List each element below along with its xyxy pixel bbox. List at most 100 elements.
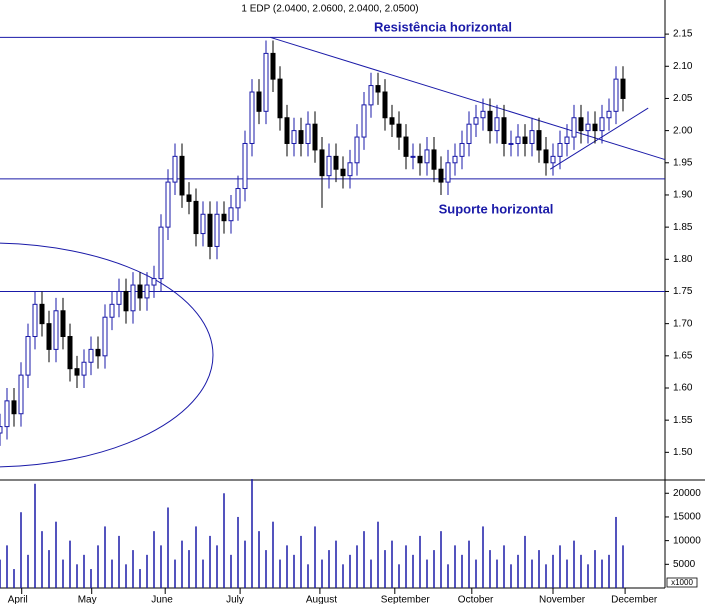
candle-body — [606, 110, 612, 119]
candle-body — [396, 123, 402, 138]
candle-body — [270, 52, 276, 80]
y-tick-label: 1.90 — [673, 190, 693, 201]
y2-tick-label: 20000 — [673, 488, 701, 499]
candle-body — [207, 213, 213, 247]
x-tick-label: September — [381, 595, 431, 604]
candle-body — [501, 117, 507, 144]
y-tick-label: 1.60 — [673, 383, 693, 394]
candle-body — [186, 194, 192, 202]
candle-body — [291, 130, 297, 144]
candle-body — [263, 52, 269, 112]
candle-body — [53, 310, 59, 350]
candle-body — [214, 213, 220, 247]
candle-body — [466, 123, 472, 144]
candle-body — [375, 85, 381, 93]
candle-body — [410, 155, 416, 158]
y-tick-label: 1.70 — [673, 318, 693, 329]
candle-body — [354, 136, 360, 164]
candle-body — [228, 207, 234, 222]
y-tick-label: 1.75 — [673, 286, 693, 297]
candle-body — [249, 91, 255, 144]
candle-body — [361, 104, 367, 138]
candle-body — [599, 117, 605, 132]
candle-body — [60, 310, 66, 338]
candle-body — [459, 142, 465, 157]
candle-body — [445, 162, 451, 183]
chart-title: 1 EDP (2.0400, 2.0600, 2.0400, 2.0500) — [241, 4, 418, 15]
y2-tick-label: 5000 — [673, 559, 696, 570]
candle-body — [284, 117, 290, 144]
candle-body — [522, 136, 528, 144]
candle-body — [452, 155, 458, 164]
y-tick-label: 2.00 — [673, 125, 693, 136]
x-tick-label: October — [458, 595, 494, 604]
x-tick-label: May — [78, 595, 97, 604]
candle-body — [193, 200, 199, 235]
candle-body — [144, 284, 150, 299]
candle-body — [571, 117, 577, 138]
candle-body — [179, 155, 185, 196]
candle-body — [312, 123, 318, 151]
x-tick-label: June — [151, 595, 173, 604]
x-tick-label: August — [306, 595, 337, 604]
candle-body — [550, 155, 556, 164]
candle-body — [347, 162, 353, 177]
candle-body — [137, 284, 143, 299]
candle-body — [417, 155, 423, 164]
candle-body — [494, 117, 500, 132]
candle-body — [0, 426, 3, 434]
y-tick-label: 1.55 — [673, 415, 693, 426]
candle-body — [613, 78, 619, 112]
x-tick-label: November — [539, 595, 586, 604]
candle-body — [340, 168, 346, 177]
candle-body — [46, 323, 52, 350]
candle-body — [438, 168, 444, 183]
candle-body — [242, 142, 248, 190]
candle-body — [116, 290, 122, 305]
candle-body — [389, 117, 395, 125]
x-tick-label: July — [226, 595, 244, 604]
candle-body — [298, 130, 304, 144]
candle-body — [333, 155, 339, 170]
y-tick-label: 1.85 — [673, 222, 693, 233]
candle-body — [592, 123, 598, 132]
candle-body — [557, 142, 563, 157]
trend-line — [549, 107, 649, 170]
candle-body — [235, 188, 241, 209]
candle-body — [480, 110, 486, 119]
candle-body — [256, 91, 262, 112]
candle-body — [543, 149, 549, 164]
ellipse-annotation — [0, 242, 214, 468]
candle-body — [18, 374, 24, 415]
candle-body — [403, 136, 409, 157]
candle-body — [368, 85, 374, 106]
candle-body — [11, 400, 17, 415]
candle-body — [95, 348, 101, 357]
candle-body — [25, 336, 31, 376]
candle-body — [39, 303, 45, 325]
y-tick-label: 2.15 — [673, 29, 693, 40]
unit-box — [666, 577, 698, 588]
candle-body — [109, 303, 115, 318]
y2-tick-label: 15000 — [673, 512, 701, 523]
candle-body — [4, 400, 10, 428]
annotation: Resistência horizontal — [374, 19, 512, 34]
candle-body — [277, 78, 283, 119]
candle-body — [508, 142, 514, 145]
candle-body — [305, 123, 311, 144]
candle-body — [515, 136, 521, 144]
candle-body — [620, 78, 626, 99]
candle-body — [564, 136, 570, 144]
candle-body — [585, 123, 591, 132]
candle-body — [536, 130, 542, 151]
candle-body — [172, 155, 178, 183]
candle-body — [200, 213, 206, 235]
candle-body — [158, 226, 164, 280]
candle-body — [102, 316, 108, 357]
candle-body — [424, 149, 430, 164]
y2-tick-label: 10000 — [673, 535, 701, 546]
y-tick-label: 1.50 — [673, 447, 693, 458]
candle-body — [487, 110, 493, 132]
annotation: Suporte horizontal — [439, 201, 554, 216]
